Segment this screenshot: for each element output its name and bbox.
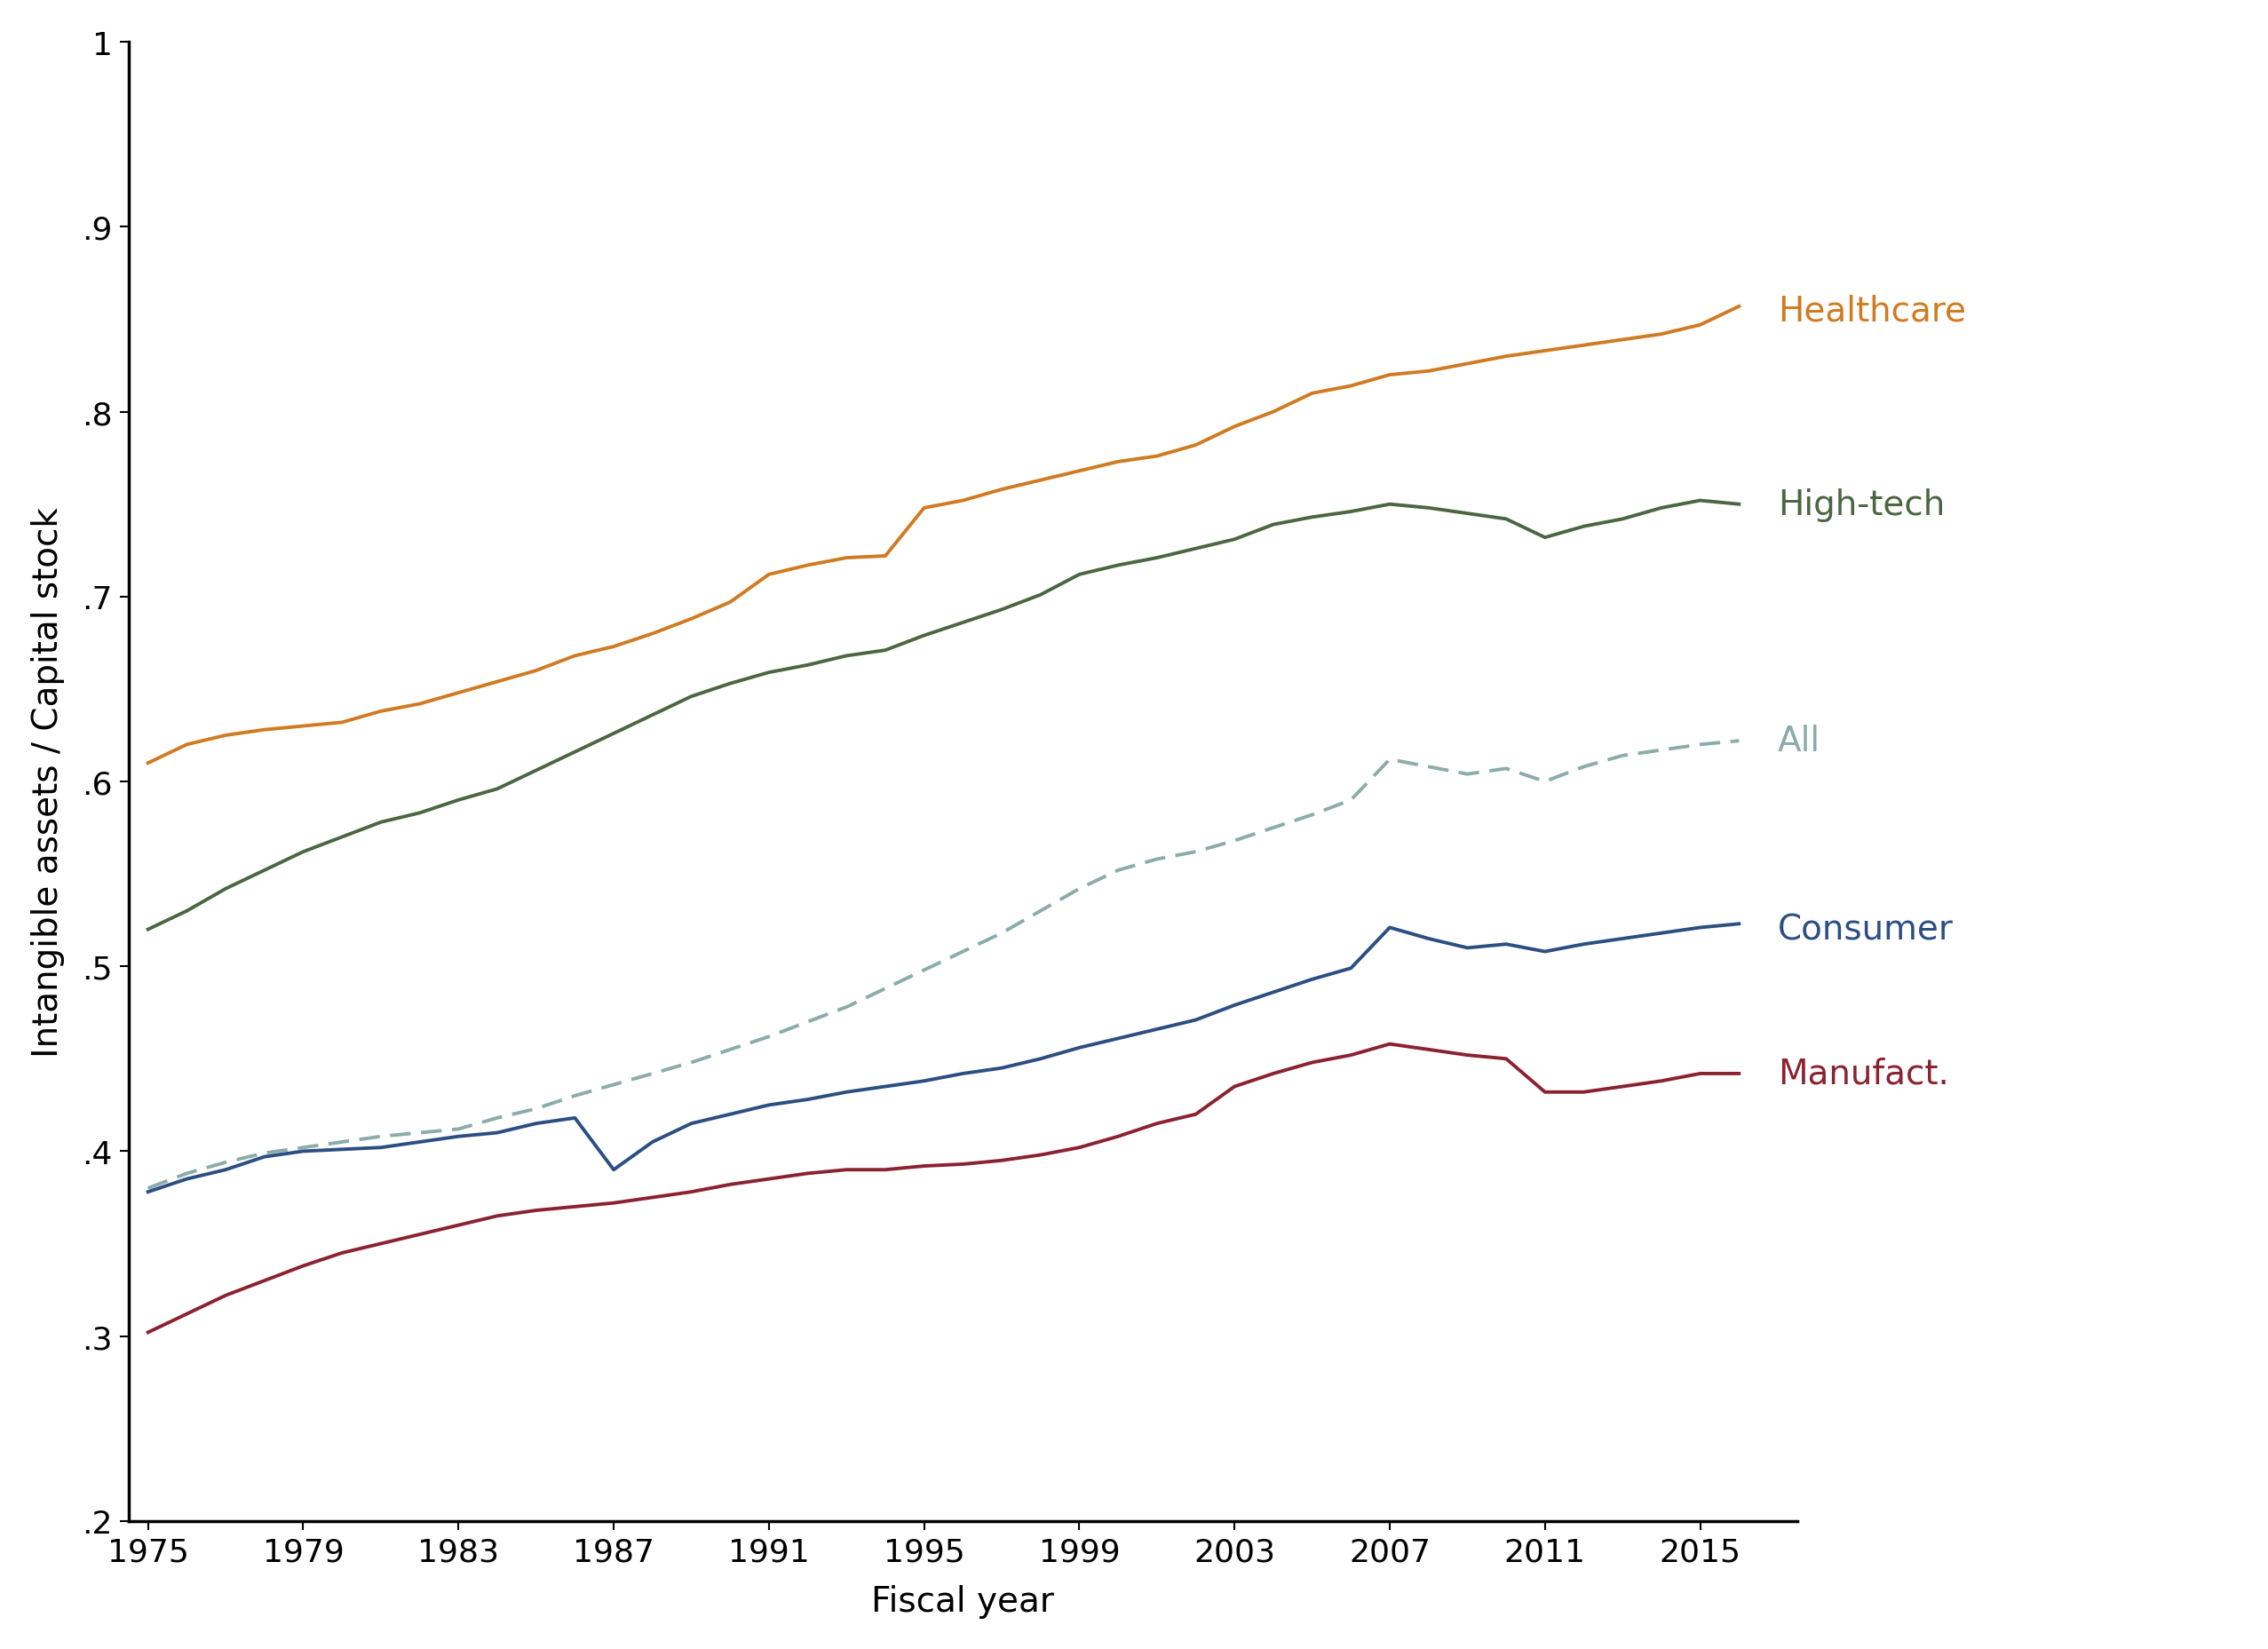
Text: All: All bbox=[1778, 724, 1821, 759]
X-axis label: Fiscal year: Fiscal year bbox=[871, 1585, 1055, 1618]
Y-axis label: Intangible assets / Capital stock: Intangible assets / Capital stock bbox=[32, 506, 64, 1057]
Text: Healthcare: Healthcare bbox=[1778, 294, 1966, 328]
Text: Manufact.: Manufact. bbox=[1778, 1057, 1948, 1090]
Text: Consumer: Consumer bbox=[1778, 914, 1953, 947]
Text: High-tech: High-tech bbox=[1778, 488, 1946, 521]
